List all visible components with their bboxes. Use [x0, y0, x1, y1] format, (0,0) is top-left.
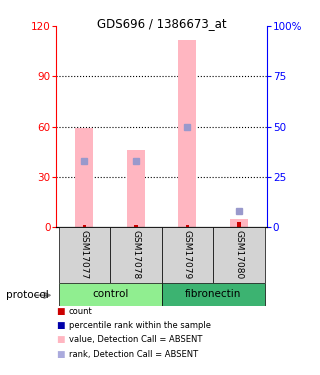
Bar: [59, 227, 110, 283]
Text: protocol: protocol: [6, 291, 49, 300]
Bar: [83, 225, 86, 227]
Bar: [134, 225, 138, 227]
Text: GDS696 / 1386673_at: GDS696 / 1386673_at: [97, 17, 227, 30]
Text: GSM17078: GSM17078: [131, 230, 140, 280]
Text: ■: ■: [56, 307, 65, 316]
Bar: [213, 227, 265, 283]
Text: ■: ■: [56, 321, 65, 330]
Text: control: control: [92, 290, 128, 299]
Bar: [186, 225, 189, 227]
Bar: [237, 222, 241, 227]
Bar: [230, 219, 248, 227]
Bar: [127, 150, 145, 227]
Text: GSM17079: GSM17079: [183, 230, 192, 280]
Bar: [162, 227, 213, 283]
Bar: [178, 40, 196, 227]
Text: percentile rank within the sample: percentile rank within the sample: [69, 321, 211, 330]
Text: ■: ■: [56, 350, 65, 358]
Text: ■: ■: [56, 335, 65, 344]
Bar: [110, 227, 162, 283]
Bar: [75, 128, 93, 227]
Text: value, Detection Call = ABSENT: value, Detection Call = ABSENT: [69, 335, 202, 344]
Bar: [59, 283, 162, 306]
Text: fibronectin: fibronectin: [185, 290, 241, 299]
Text: rank, Detection Call = ABSENT: rank, Detection Call = ABSENT: [69, 350, 198, 358]
Text: GSM17080: GSM17080: [234, 230, 244, 280]
Bar: [162, 283, 265, 306]
Text: GSM17077: GSM17077: [80, 230, 89, 280]
Text: count: count: [69, 307, 92, 316]
